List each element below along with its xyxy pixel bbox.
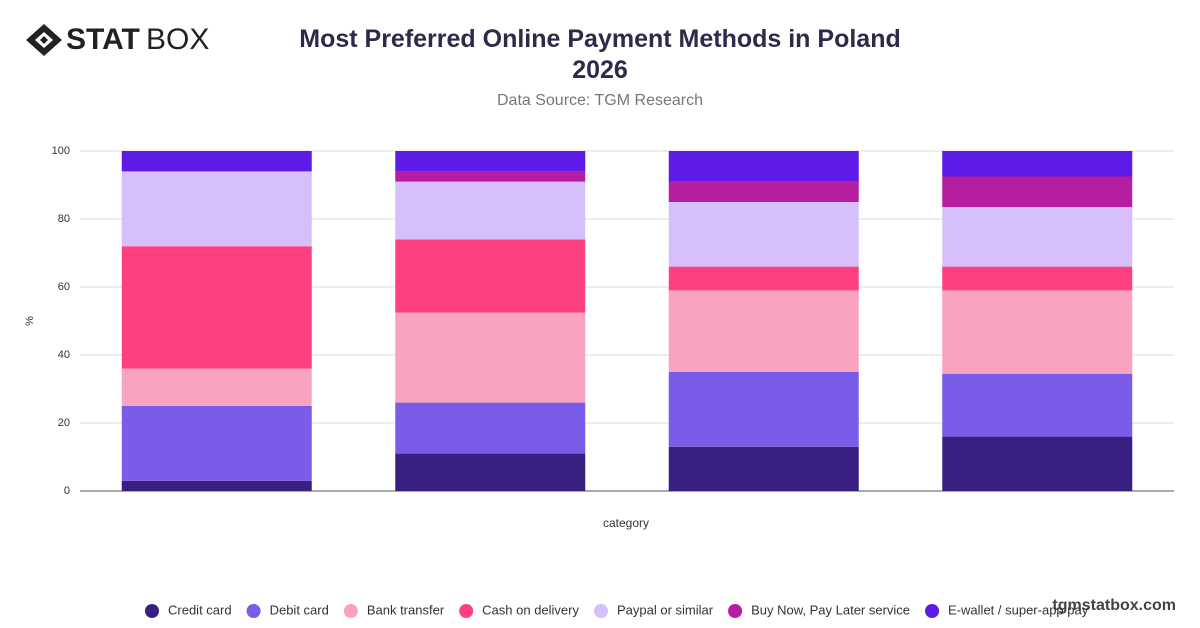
legend-label: Paypal or similar <box>617 602 714 617</box>
legend-label: Buy Now, Pay Later service <box>751 602 910 617</box>
bar-segment <box>395 312 586 403</box>
legend-label: Bank transfer <box>367 602 445 617</box>
bar-segment <box>395 171 586 182</box>
y-tick-label: 0 <box>64 485 70 497</box>
bar-segment <box>395 151 586 172</box>
bar-segment <box>668 151 859 182</box>
legend-swatch <box>343 604 358 618</box>
bar-segment <box>942 436 1133 491</box>
chart-title: Most Preferred Online Payment Methods in… <box>299 25 901 84</box>
bar-segment <box>668 181 859 202</box>
watermark: tgmstatbox.com <box>1052 597 1176 614</box>
x-axis-label: category <box>603 516 649 530</box>
bar-segment <box>942 373 1133 437</box>
legend-swatch <box>593 604 608 618</box>
bar-segment <box>942 290 1133 374</box>
bar-segment <box>121 368 312 406</box>
bar-segment <box>395 181 586 240</box>
legend-label: Debit card <box>270 602 329 617</box>
bar-segment <box>395 453 586 491</box>
bar-segment <box>121 406 312 481</box>
bar-segment <box>668 372 859 447</box>
y-tick-label: 100 <box>52 145 70 157</box>
bar-segment <box>942 266 1133 291</box>
legend-swatch <box>728 604 743 618</box>
bar-segment <box>121 246 312 369</box>
y-tick-label: 80 <box>58 213 70 225</box>
bar-segment <box>121 151 312 172</box>
bar-segment <box>668 202 859 267</box>
bar-segment <box>668 290 859 372</box>
bar-segment <box>942 151 1133 177</box>
y-axis-label: % <box>24 316 36 326</box>
bar-segment <box>395 402 586 454</box>
legend-swatch <box>925 604 940 618</box>
y-tick-label: 20 <box>58 417 70 429</box>
bar-segment <box>942 207 1133 267</box>
bar-segment <box>121 480 312 491</box>
legend-label: E-wallet / super-app pay <box>948 602 1089 617</box>
legend-swatch <box>145 604 159 618</box>
y-tick-label: 40 <box>58 349 70 361</box>
bar-segment <box>942 176 1133 208</box>
bar-segment <box>395 239 586 313</box>
logo-bold: STAT <box>66 23 140 56</box>
bar-segment <box>668 266 859 291</box>
legend-swatch <box>459 604 474 618</box>
logo: STAT BOX <box>26 23 209 56</box>
bar-segment <box>121 171 312 247</box>
y-tick-label: 60 <box>58 281 70 293</box>
legend-swatch <box>246 604 261 618</box>
bar-segment <box>668 446 859 491</box>
legend-label: Cash on delivery <box>482 602 579 617</box>
chart-subtitle: Data Source: TGM Research <box>496 92 703 109</box>
logo-light: BOX <box>146 23 209 56</box>
legend-label: Credit card <box>168 602 232 617</box>
